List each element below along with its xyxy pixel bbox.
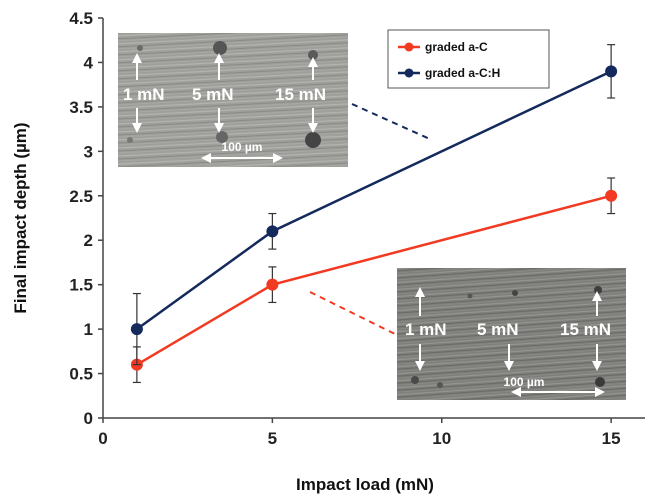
y-tick-label: 2.5 — [69, 187, 93, 206]
inset-b-leader-line — [309, 291, 396, 335]
y-tick-label: 0 — [84, 409, 93, 428]
data-point — [605, 65, 618, 78]
y-tick-label: 1 — [84, 320, 93, 339]
y-tick-label: 4.5 — [69, 9, 93, 28]
y-axis-ticks: 0 0.5 1 1.5 2 2.5 3 3.5 4 4.5 — [69, 9, 103, 428]
y-tick-label: 1.5 — [69, 276, 93, 295]
x-tick-label: 10 — [432, 429, 451, 448]
series-graded-a-c-h — [130, 44, 618, 366]
inset-micrograph-a-c-h: 1 mN 5 mN 15 mN 100 µm — [118, 33, 348, 167]
y-axis-label: Final impact depth (µm) — [11, 122, 30, 313]
data-point — [130, 323, 143, 336]
legend-swatch-marker-1 — [404, 68, 414, 78]
y-tick-label: 2 — [84, 231, 93, 250]
inset-a-leader-line — [351, 103, 433, 141]
series-layer — [130, 44, 618, 384]
inset-a-label-15mn: 15 mN — [275, 85, 326, 104]
legend-entry-graded-a-c: graded a-C — [425, 40, 488, 54]
inset-b-scale-label: 100 µm — [504, 375, 545, 389]
inset-a-label-1mn: 1 mN — [123, 85, 165, 104]
x-tick-label: 0 — [98, 429, 107, 448]
y-tick-label: 3 — [84, 142, 93, 161]
data-point — [605, 189, 618, 202]
y-tick-label: 3.5 — [69, 98, 93, 117]
inset-b-label-15mn: 15 mN — [560, 320, 611, 339]
legend-swatch-marker-0 — [404, 42, 414, 52]
y-tick-label: 4 — [84, 53, 94, 72]
data-point — [266, 278, 279, 291]
inset-a-scale-label: 100 µm — [222, 140, 263, 154]
data-point — [266, 225, 279, 238]
x-tick-label: 15 — [602, 429, 621, 448]
axes: 0 5 10 15 0 0.5 1 1.5 2 2.5 3 3.5 4 4.5 — [69, 9, 645, 448]
x-tick-label: 5 — [268, 429, 277, 448]
inset-b-label-1mn: 1 mN — [405, 320, 447, 339]
x-axis-ticks: 0 5 10 15 — [98, 418, 621, 448]
inset-micrograph-a-c: 1 mN 5 mN 15 mN 100 µm — [397, 268, 626, 400]
legend-entry-graded-a-c-h: graded a-C:H — [425, 66, 500, 80]
inset-a-label-5mn: 5 mN — [192, 85, 234, 104]
inset-b-label-5mn: 5 mN — [477, 320, 519, 339]
y-tick-label: 0.5 — [69, 365, 93, 384]
x-axis-label: Impact load (mN) — [296, 475, 434, 494]
legend: graded a-C graded a-C:H — [387, 29, 550, 89]
series-graded-a-c — [130, 177, 618, 384]
